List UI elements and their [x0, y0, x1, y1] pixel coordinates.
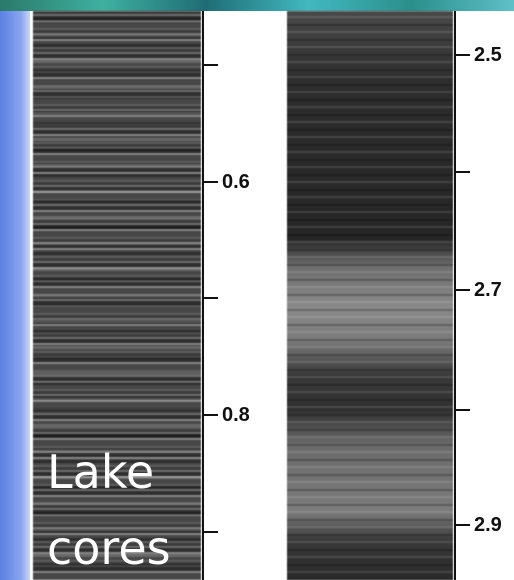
- axis-label: 2.7: [474, 279, 502, 301]
- tick: [203, 414, 218, 416]
- tick: [455, 289, 470, 291]
- top-image-strip: [0, 0, 514, 11]
- caption: Lake: [47, 445, 155, 499]
- tick: [455, 171, 470, 173]
- tick: [455, 524, 470, 526]
- axis-line: [454, 11, 456, 580]
- axis-label: 0.6: [222, 171, 250, 193]
- tick: [203, 297, 218, 299]
- tick: [203, 181, 218, 183]
- axis-label: 2.5: [474, 44, 502, 66]
- tick: [455, 54, 470, 56]
- tick: [455, 409, 470, 411]
- axis-label: 2.9: [474, 514, 502, 536]
- tick: [203, 64, 218, 66]
- core-image-left: [33, 11, 201, 580]
- axis-label: 0.8: [222, 404, 250, 426]
- tick: [203, 531, 218, 533]
- side-band: [0, 0, 30, 580]
- caption: cores: [47, 521, 171, 575]
- axis-line: [202, 11, 204, 580]
- core-image-right: [287, 11, 453, 580]
